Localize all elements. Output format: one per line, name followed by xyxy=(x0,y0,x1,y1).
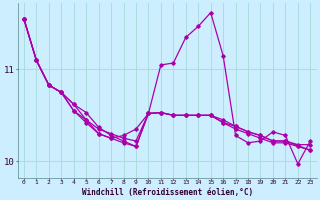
X-axis label: Windchill (Refroidissement éolien,°C): Windchill (Refroidissement éolien,°C) xyxy=(82,188,253,197)
